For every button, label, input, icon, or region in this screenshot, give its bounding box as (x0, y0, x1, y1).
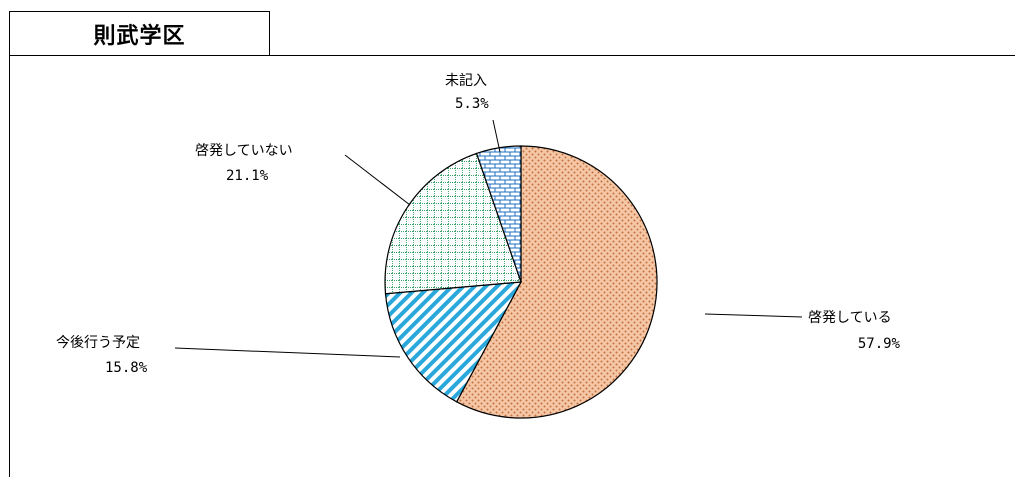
chart-area (9, 55, 1015, 477)
pie-slice-2 (384, 281, 523, 403)
pie-slice-4 (475, 145, 522, 283)
chart-title: 則武学区 (93, 23, 186, 49)
slice-value-4: 5.3% (455, 96, 489, 112)
slice-value-1: 57.9% (858, 336, 901, 352)
slice-label-1: 啓発している (808, 310, 892, 326)
slice-label-4: 未記入 (445, 72, 487, 89)
leader-line-3 (344, 154, 411, 206)
leader-line-4 (492, 119, 501, 153)
slice-value-2: 15.8% (105, 360, 148, 376)
pie-slice-1 (455, 145, 658, 419)
chart-title-box: 則武学区 (9, 11, 270, 55)
slice-label-2: 今後行う予定 (56, 335, 140, 351)
slice-label-3: 啓発していない (195, 143, 293, 159)
slice-value-3: 21.1% (226, 168, 269, 184)
leader-line-2 (174, 347, 401, 358)
leader-line-1 (704, 313, 803, 318)
pie-slice-3 (384, 152, 522, 295)
